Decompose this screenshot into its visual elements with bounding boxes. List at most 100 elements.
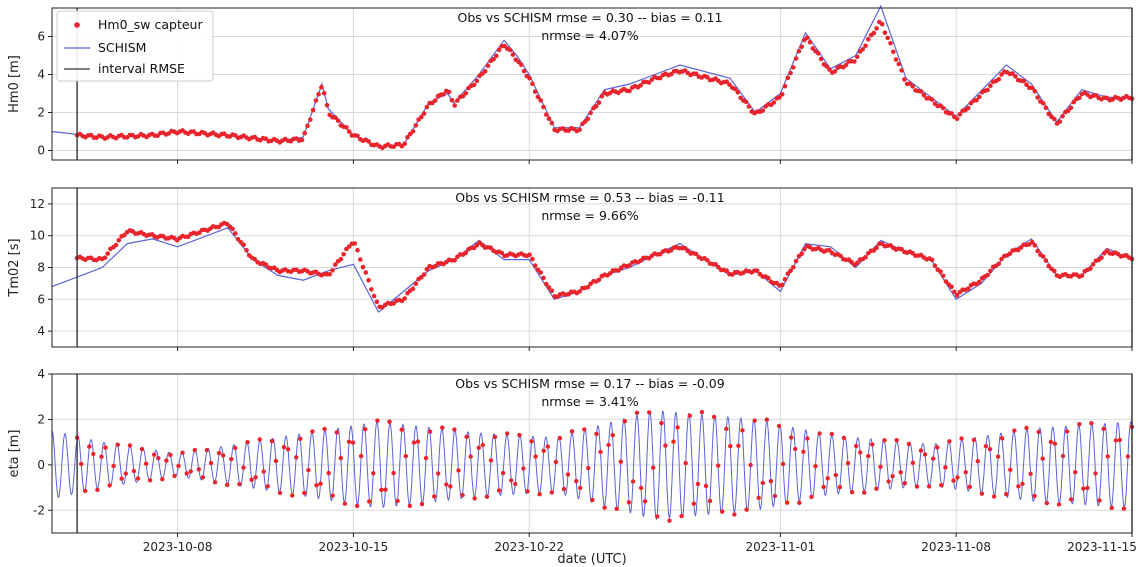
obs-point [975,459,980,464]
obs-point [399,427,404,432]
obs-point [421,111,427,116]
obs-point [668,71,674,77]
obs-point [333,115,338,120]
obs-point [379,487,384,492]
obs-point [513,481,518,487]
obs-point [346,129,352,134]
obs-point [216,450,222,456]
obs-point [918,448,924,453]
obs-point [549,288,555,294]
obs-point [967,484,972,489]
obs-point [1077,95,1082,101]
obs-point [212,480,218,485]
obs-point [537,492,542,497]
obs-point [366,277,371,283]
obs-point [1052,116,1057,122]
obs-point [974,97,979,103]
obs-point [432,98,438,103]
obs-point [233,445,238,451]
obs-point [679,513,684,519]
obs-point [172,473,177,479]
obs-point [374,299,380,305]
obs-point [1044,500,1050,506]
obs-point [965,105,971,111]
obs-point [245,440,250,445]
obs-point [441,92,446,97]
obs-point [902,481,907,486]
obs-point [849,259,854,265]
obs-point [971,437,976,443]
panel-hm0: 0 2 4 6 Hm0 [m] Obs vs SCHISM rmse = 0.30 -- … [7,4,1135,164]
obs-point [338,256,344,262]
obs-point [727,82,732,87]
obs-point [105,251,110,256]
obs-point [367,499,372,504]
obs-point [695,481,701,487]
obs-point [1073,470,1078,475]
axes-frame [51,373,1133,534]
obs-point [791,265,796,270]
obs-point [824,64,829,69]
obs-point [432,263,438,269]
obs-point [290,493,295,498]
obs-point [527,75,532,81]
obs-point [500,470,506,476]
obs-point [1035,248,1040,254]
obs-point [938,269,943,274]
obs-point [578,485,583,491]
obs-point [720,509,725,514]
obs-point [1048,439,1054,445]
axes-frame [51,7,1133,161]
obs-point [833,472,838,478]
obs-point [899,246,904,252]
obs-point [574,478,579,484]
legend-model-label: SCHISM [98,40,146,55]
obs-point [963,470,968,475]
obs-point [1008,467,1013,472]
obs-point [789,435,794,440]
obs-point [693,71,699,76]
y-tick-label: 4 [37,367,45,381]
obs-point [91,451,96,457]
obs-point [410,129,416,134]
obs-point [230,226,235,232]
obs-point [996,77,1002,82]
obs-point [468,454,473,459]
obs-point [922,452,928,457]
obs-point [618,459,623,464]
legend: Hm0_sw capteur SCHISM interval RMSE [56,10,214,82]
obs-point [896,61,902,67]
obs-point [371,293,377,299]
obs-point [480,442,485,448]
obs-point [756,495,761,500]
obs-point [858,450,863,455]
obs-point [995,454,1001,459]
obs-point [716,264,721,270]
obs-point [885,35,890,41]
obs-point [116,238,122,243]
obs-point [766,275,771,281]
obs-point [391,470,396,476]
obs-point [491,57,496,62]
obs-point [906,441,912,447]
obs-point [549,120,555,126]
obs-point [594,431,599,437]
obs-point [277,490,283,496]
obs-point [799,251,804,257]
obs-point [1060,113,1065,119]
x-tick-label: 2023-11-15 [1067,540,1137,554]
obs-point [1088,266,1093,271]
obs-point [544,281,549,287]
obs-point [410,286,416,292]
obs-point [777,95,782,100]
obs-point [607,271,613,276]
obs-point [440,425,445,430]
obs-point [853,443,859,449]
obs-point [322,426,327,432]
obs-point [1121,506,1127,511]
panel-tm02: 4 6 8 10 12 Tm02 [s] Obs vs SCHISM rmse = 0.53… [7,187,1135,351]
obs-point [801,449,806,454]
obs-point [535,94,541,100]
obs-point [614,506,619,511]
obs-point [890,474,895,479]
